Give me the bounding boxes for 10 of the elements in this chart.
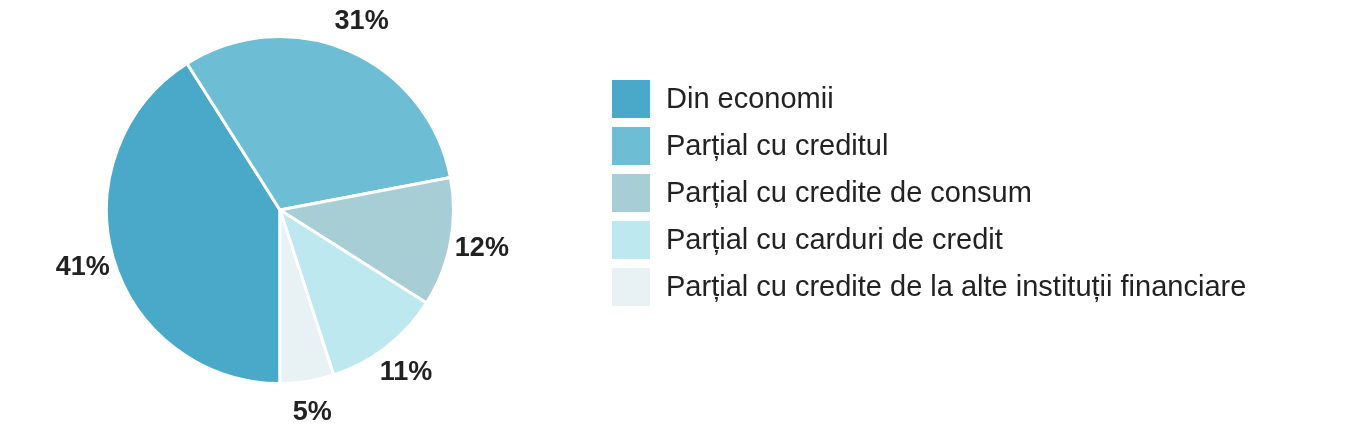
data-label: 11% [379, 355, 433, 386]
data-label: 12% [454, 231, 509, 262]
legend-label: Parțial cu credite de la alte instituții financiare [666, 270, 1247, 303]
legend-label: Din economii [666, 82, 834, 115]
legend-label: Parțial cu creditul [666, 129, 889, 162]
data-label: 5% [292, 396, 332, 427]
legend-label: Parțial cu carduri de credit [666, 223, 1003, 256]
data-label: 31% [334, 4, 389, 35]
data-label: 41% [55, 250, 110, 281]
legend-label: Parțial cu credite de consum [666, 176, 1032, 209]
